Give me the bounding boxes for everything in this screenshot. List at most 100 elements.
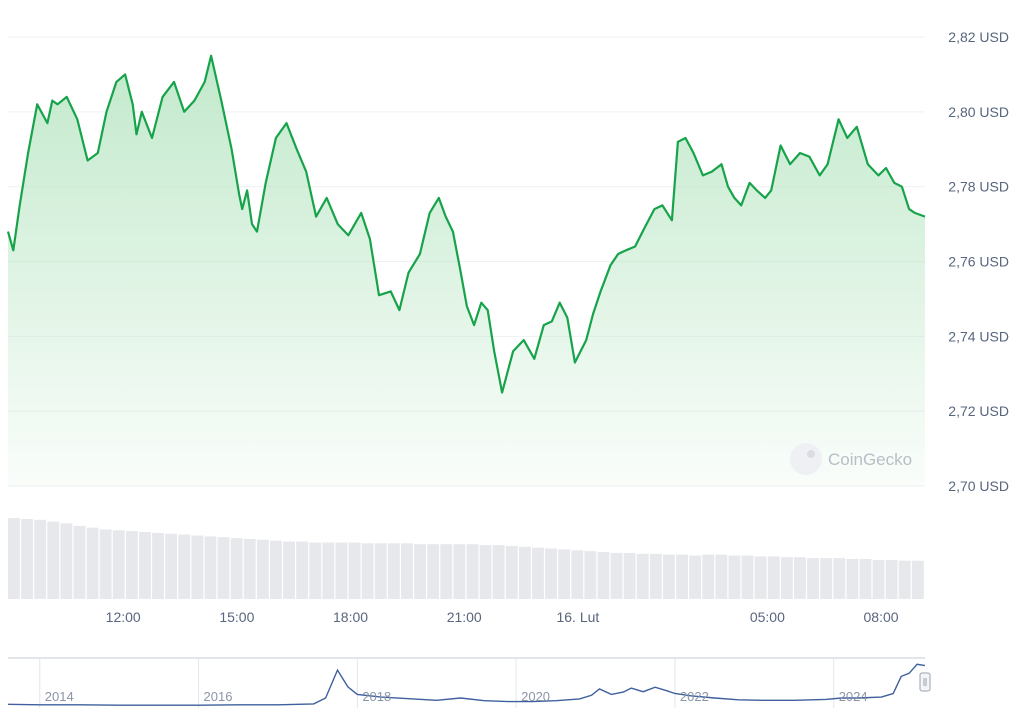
volume-bar	[99, 529, 112, 599]
volume-bar	[8, 518, 20, 599]
volume-bar	[780, 557, 793, 599]
x-tick-label: 12:00	[106, 609, 141, 625]
volume-bar	[125, 531, 138, 599]
coingecko-watermark: CoinGecko	[790, 443, 912, 475]
volume-bar	[584, 551, 597, 599]
navigator-tick-label: 2024	[839, 689, 868, 704]
volume-bar	[335, 542, 348, 600]
y-tick-label: 2,72 USD	[948, 403, 1009, 419]
x-tick-label: 08:00	[864, 609, 899, 625]
x-axis: 12:00 15:00 18:00 21:00 16. Lut 05:00 08:00	[106, 609, 899, 625]
volume-bar	[374, 543, 387, 599]
y-tick-label: 2,82 USD	[948, 29, 1009, 45]
volume-bar	[833, 558, 846, 599]
volume-bar	[440, 544, 453, 599]
volume-bar	[728, 555, 741, 599]
volume-bar	[34, 519, 47, 599]
volume-bar	[73, 525, 86, 599]
volume-bar	[623, 552, 636, 599]
volume-bar	[427, 544, 440, 599]
volume-bar	[610, 552, 623, 599]
volume-bar	[479, 545, 492, 599]
volume-bar	[807, 558, 819, 599]
volume-bar	[387, 543, 400, 599]
volume-bars	[8, 518, 924, 600]
navigator-axis: 2014 2016 2018 2020 2022 2024	[45, 689, 868, 704]
volume-bar	[676, 554, 688, 599]
volume-bar	[243, 539, 256, 599]
coingecko-logo-eye-icon	[807, 450, 815, 458]
volume-bar	[532, 547, 544, 599]
volume-bar	[361, 543, 374, 599]
volume-bar	[794, 557, 806, 599]
volume-bar	[663, 554, 675, 599]
navigator-tick-label: 2014	[45, 689, 74, 704]
x-tick-label: 15:00	[219, 609, 254, 625]
volume-bar	[689, 555, 702, 599]
volume-bar	[309, 542, 322, 600]
volume-bar	[139, 532, 151, 599]
volume-bar	[165, 533, 178, 600]
volume-bar	[86, 527, 99, 599]
y-tick-label: 2,78 USD	[948, 179, 1009, 195]
volume-bar	[545, 548, 557, 599]
volume-bar	[21, 519, 33, 599]
volume-bar	[112, 530, 125, 599]
y-tick-label: 2,76 USD	[948, 254, 1009, 270]
x-tick-label: 21:00	[447, 609, 482, 625]
volume-bar	[741, 555, 754, 599]
y-tick-label: 2,74 USD	[948, 328, 1009, 344]
navigator-tick-label: 2022	[680, 689, 709, 704]
x-tick-label: 18:00	[333, 609, 368, 625]
volume-bar	[492, 545, 505, 599]
volume-bar	[518, 546, 531, 599]
volume-bar	[191, 535, 204, 599]
volume-bar	[505, 545, 518, 599]
volume-bar	[846, 559, 859, 599]
volume-bar	[230, 538, 243, 599]
volume-bar	[204, 536, 217, 599]
volume-bar	[767, 556, 780, 599]
volume-bar	[453, 544, 466, 599]
volume-bar	[702, 554, 715, 599]
volume-bar	[558, 549, 571, 599]
range-navigator[interactable]: 2014 2016 2018 2020 2022 2024	[7, 657, 931, 708]
volume-bar	[256, 539, 269, 599]
volume-bar	[597, 552, 610, 599]
y-tick-label: 2,70 USD	[948, 478, 1009, 494]
volume-bar	[217, 537, 230, 599]
volume-bar	[885, 559, 898, 599]
volume-bar	[649, 553, 662, 599]
volume-bar	[911, 560, 924, 599]
navigator-tick-label: 2020	[521, 689, 550, 704]
volume-bar	[348, 542, 361, 600]
volume-bar	[283, 541, 295, 599]
volume-bar	[270, 540, 282, 599]
navigator-tick-label: 2018	[362, 689, 391, 704]
volume-bar	[322, 542, 335, 600]
volume-bar	[715, 554, 728, 599]
navigator-tick-label: 2016	[204, 689, 233, 704]
navigator-grid	[39, 658, 835, 708]
volume-bar	[414, 544, 426, 599]
volume-bar	[636, 553, 649, 599]
navigator-handle[interactable]	[919, 672, 931, 692]
volume-bar	[898, 560, 911, 599]
y-axis: 2,82 USD 2,80 USD 2,78 USD 2,76 USD 2,74 USD…	[948, 29, 1009, 494]
volume-bar	[296, 541, 309, 599]
price-line[interactable]	[6, 54, 926, 394]
volume-bar	[60, 523, 73, 599]
volume-bar	[754, 556, 767, 599]
navigator-line	[7, 663, 926, 706]
price-area-fill	[8, 55, 925, 486]
volume-bar	[152, 532, 164, 599]
volume-bar	[178, 534, 191, 599]
volume-bar	[859, 559, 872, 599]
coingecko-logo-icon	[790, 443, 822, 475]
volume-bar	[820, 558, 833, 599]
volume-bar	[401, 543, 413, 599]
volume-bar	[466, 544, 479, 599]
watermark-text: CoinGecko	[828, 450, 912, 469]
